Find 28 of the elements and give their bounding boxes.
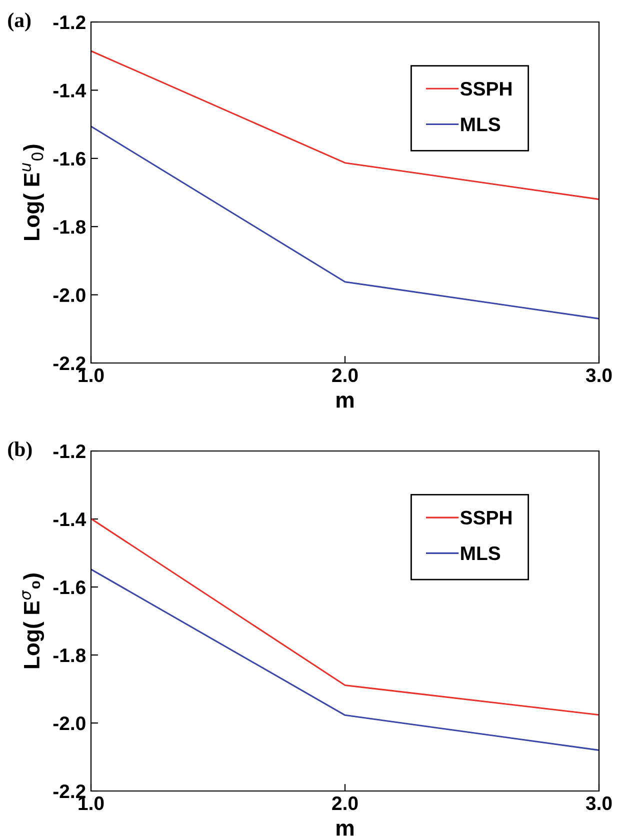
y-axis-title: Log( E$^{u}$$_{0}$) — [22, 144, 44, 240]
legend-label: SSPH — [460, 82, 512, 96]
y-tick-label: -1.6 — [53, 152, 86, 166]
chart-title: (b) — [8, 442, 32, 460]
y-tick-label: -1.8 — [53, 220, 86, 234]
chart-title: (a) — [8, 12, 31, 32]
x-tick-label: 3.0 — [586, 368, 612, 382]
x-tick-label: 2.0 — [332, 796, 358, 810]
y-tick-label: -1.6 — [53, 580, 86, 594]
legend-label: MLS — [461, 546, 500, 560]
x-axis-title: m — [336, 396, 354, 408]
x-tick-label: 1.0 — [78, 796, 104, 810]
y-tick-label: -1.2 — [53, 15, 86, 30]
legend-label: SSPH — [460, 510, 512, 525]
y-tick-label: -2.0 — [53, 716, 86, 730]
y-tick-label: -2.2 — [53, 356, 86, 370]
y-tick-label: -1.8 — [53, 648, 86, 662]
y-tick-label: -1.4 — [53, 512, 86, 526]
legend-label: MLS — [461, 118, 500, 132]
x-tick-label: 1.0 — [78, 368, 104, 382]
x-tick-label: 2.0 — [332, 368, 358, 382]
y-tick-label: -1.4 — [53, 84, 86, 98]
y-tick-label: -2.2 — [53, 784, 86, 798]
y-axis-title: Log( E$^{σ}$₀) — [22, 574, 44, 668]
y-tick-label: -2.0 — [53, 288, 86, 302]
x-tick-label: 3.0 — [586, 796, 612, 810]
y-tick-label: -1.2 — [53, 444, 86, 458]
x-axis-title: m — [336, 824, 354, 836]
